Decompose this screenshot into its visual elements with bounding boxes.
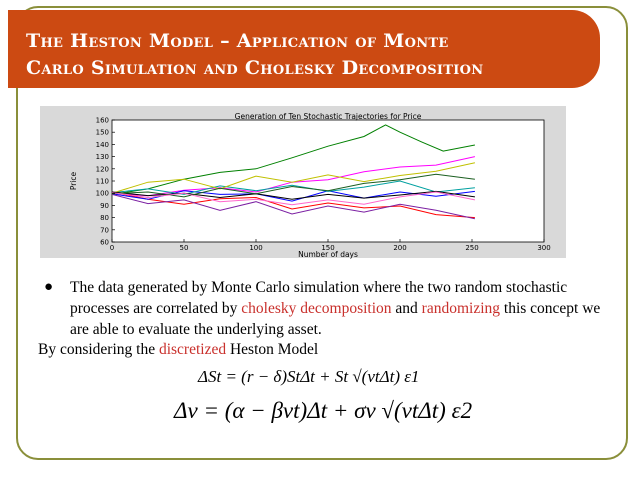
y-tick-label: 60 (100, 239, 109, 247)
equation-variance: Δv = (α − βvt)Δt + σv √(vtΔt) ε2 (174, 398, 473, 423)
series-line-10 (111, 191, 475, 206)
x-tick-label: 50 (180, 244, 189, 252)
x-tick-label: 200 (393, 244, 406, 252)
highlight-cholesky: cholesky decomposition (241, 300, 392, 317)
bullet-paragraph: ● The data generated by Monte Carlo simu… (44, 277, 604, 340)
y-tick-label: 130 (96, 153, 109, 161)
series-line-5 (111, 180, 475, 195)
y-tick-label: 120 (96, 165, 109, 173)
x-axis-label: Number of days (298, 250, 358, 259)
y-tick-label: 100 (96, 190, 109, 198)
slide-title-line-1: The Heston Model – Application of Monte (26, 30, 449, 52)
bullet-dot-icon: ● (44, 279, 54, 295)
series-line-3 (111, 191, 475, 219)
highlight-randomizing: randomizing (421, 300, 501, 317)
plot-area (111, 119, 545, 243)
y-tick-label: 160 (96, 117, 109, 125)
bullet-text-part-3: this concept we are able to evaluate the… (70, 300, 601, 338)
y-tick-label: 70 (100, 226, 109, 234)
y-axis-label: Price (69, 171, 78, 190)
y-tick-label: 80 (100, 214, 109, 222)
series-line-9 (111, 173, 475, 198)
y-tick-label: 110 (96, 178, 109, 186)
y-tick-label: 90 (100, 202, 109, 210)
series-line-6 (111, 193, 476, 220)
series-line-8 (111, 190, 475, 200)
y-tick-label: 150 (96, 129, 109, 137)
series-line-7 (111, 162, 476, 194)
x-tick-label: 150 (321, 244, 334, 252)
by-line-part-2: Heston Model (226, 341, 319, 358)
bullet-text: The data generated by Monte Carlo simula… (70, 277, 604, 340)
bullet-text-part-2: and (391, 300, 422, 317)
chart-title: Generation of Ten Stochastic Trajectorie… (235, 112, 422, 121)
x-tick-label: 250 (465, 244, 478, 252)
x-tick-label: 100 (249, 244, 262, 252)
equation-price: ΔSt = (r − δ)StΔt + St √(vtΔt) ε1 (198, 367, 420, 386)
slide-frame (16, 6, 628, 460)
by-line-part-1: By considering the (38, 341, 159, 358)
x-tick-label: 300 (537, 244, 550, 252)
by-line: By considering the discretized Heston Mo… (38, 341, 318, 359)
title-banner: The Heston Model – Application of Monte … (8, 10, 600, 88)
x-tick-label: 0 (110, 244, 114, 252)
y-tick-label: 140 (96, 141, 109, 149)
bullet-text-part-1: The data generated by Monte Carlo simula… (70, 279, 568, 317)
slide-title-line-2: Carlo Simulation and Cholesky Decomposit… (26, 57, 484, 79)
highlight-discretized: discretized (158, 341, 227, 358)
